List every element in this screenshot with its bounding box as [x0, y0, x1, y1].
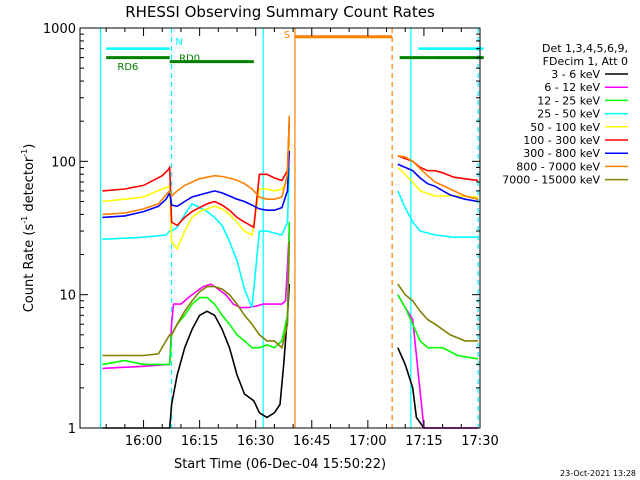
annotation-label-rd0: RD0: [179, 54, 200, 65]
series-line-12to25keV: [102, 222, 479, 366]
y-axis-label-part: Count Rate (s: [22, 224, 37, 313]
series-line-7000to15000keV: [102, 241, 479, 357]
series-line-100to300keV: [102, 121, 479, 229]
x-tick-label: 16:15: [181, 434, 218, 449]
annotation-label-s: S: [284, 30, 290, 41]
x-tick-label: 17:30: [461, 434, 498, 449]
legend-header: Det 1,3,4,5,6,9,: [542, 42, 628, 55]
plot-frame: [79, 27, 481, 429]
legend-entry-label: 25 - 50 keV: [537, 108, 600, 121]
x-tick-label: 17:15: [405, 434, 442, 449]
legend-entry-label: 12 - 25 keV: [537, 94, 600, 107]
legend-entry-label: 3 - 6 keV: [551, 68, 600, 81]
legend-entry-label: 7000 - 15000 keV: [502, 174, 600, 187]
chart-title: RHESSI Observing Summary Count Rates: [125, 3, 435, 21]
legend-entry-label: 800 - 7000 keV: [516, 160, 600, 173]
x-axis-label: Start Time (06-Dec-04 15:50:22): [174, 457, 386, 472]
y-axis-label-part: ): [22, 144, 37, 149]
y-tick-label: 1000: [43, 22, 76, 37]
legend-entry-label: 300 - 800 keV: [523, 147, 600, 160]
legend-entry-label: 100 - 300 keV: [523, 134, 600, 147]
y-tick-label: 100: [51, 155, 76, 170]
y-tick-label: 10: [59, 289, 76, 304]
plot-area: N RD0 RD6 S 1 10 100 1000 16:00 16:15 16:30 16:45 17…: [43, 22, 499, 449]
legend-entry-label: 6 - 12 keV: [544, 81, 600, 94]
series-line-25to50keV: [102, 167, 479, 308]
legend-header: FDecim 1, Att 0: [543, 55, 628, 68]
x-tick-label: 16:00: [125, 434, 162, 449]
x-tick-label: 17:00: [349, 434, 386, 449]
legend: Det 1,3,4,5,6,9,FDecim 1, Att 03 - 6 keV…: [502, 42, 628, 187]
series-line-800to7000keV: [102, 115, 479, 216]
y-axis-label-part: detector: [22, 156, 37, 216]
y-axis-label-sup: -1: [20, 149, 29, 157]
legend-entry-label: 50 - 100 keV: [530, 121, 600, 134]
series-line-300to800keV: [102, 150, 479, 219]
x-tick-label: 16:45: [293, 434, 330, 449]
y-axis-label: Count Rate (s-1 detector-1): [20, 144, 37, 313]
y-axis-label-sup: -1: [20, 216, 29, 224]
footer-timestamp: 23-Oct-2021 13:28: [560, 469, 636, 478]
y-tick-label: 1: [68, 422, 76, 437]
annotation-label-rd6: RD6: [117, 62, 138, 73]
series-line-50to100keV: [102, 137, 479, 251]
annotation-label-n: N: [175, 37, 182, 48]
x-tick-label: 16:30: [237, 434, 274, 449]
series-line-6to12keV: [102, 231, 479, 429]
svg-text:Count Rate (s-1 detector-1): Count Rate (s-1 detector-1): [20, 144, 37, 313]
